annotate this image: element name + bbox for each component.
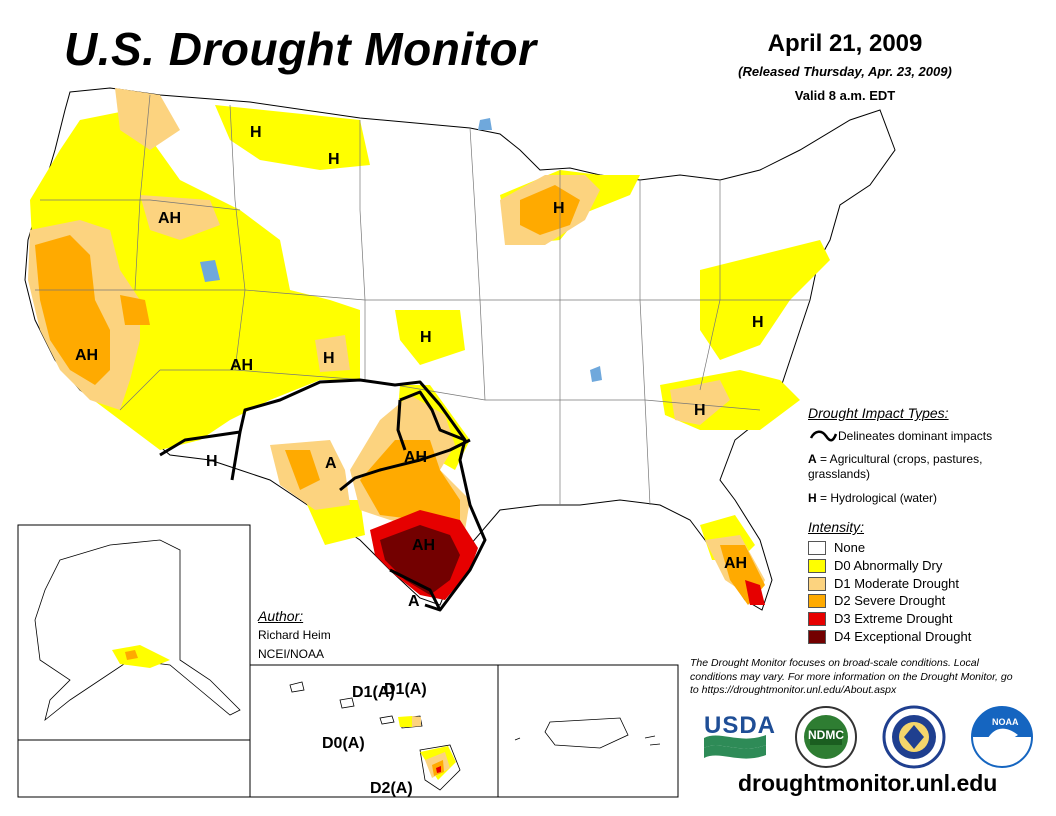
intensity-swatch-4 [808,612,826,627]
lakes [200,118,602,382]
label-h-kansas: H [420,329,432,346]
d4-regions [380,525,460,595]
label-h-montana-2: H [328,151,340,168]
hydrological-legend: H = Hydrological (water) [808,491,938,505]
usda-logo [704,735,766,759]
alaska-d0 [112,645,170,668]
ndmc-logo-text: NDMC [808,728,844,742]
author-org: NCEI/NOAA [258,647,325,661]
impact-delineation-lines [159,378,487,612]
intensity-swatch-0 [808,541,826,555]
label-ah-oklahoma: AH [404,449,427,466]
label-hawaii-d2a: D2(A) [370,780,413,797]
label-ah-arizona: AH [230,357,253,374]
label-ah-california: AH [75,347,98,364]
author-heading: Author: [258,608,304,624]
label-a-west-texas: A [325,455,337,472]
info-note: The Drought Monitor focuses on broad-sca… [690,657,1013,696]
label-a-texas-tip: A [408,593,420,610]
footer-url[interactable]: droughtmonitor.unl.edu [738,770,998,796]
usda-logo-text: USDA [704,712,777,739]
commerce-seal-icon [882,705,946,769]
release-date: (Released Thursday, Apr. 23, 2009) [738,64,952,79]
label-h-wisconsin: H [553,200,565,217]
ndmc-logo [795,706,857,768]
label-h-new-mexico: H [206,453,218,470]
intensity-swatch-5 [808,630,826,644]
page-title: U.S. Drought Monitor [64,23,537,75]
valid-time: Valid 8 a.m. EDT [794,88,896,103]
label-h-colorado: H [323,350,335,367]
intensity-label-2: D1 Moderate Drought [834,575,960,591]
intensity-swatch-3 [808,594,826,609]
impact-types-heading: Drought Impact Types: [808,405,949,421]
puerto-rico-shape [544,717,629,749]
delineation-sample-line [809,430,838,442]
label-ah-florida: AH [724,555,747,572]
intensity-swatch-1 [808,558,826,573]
agricultural-legend: A = Agricultural (crops, pastures, grass… [808,452,983,481]
noaa-logo [971,706,1033,768]
noaa-logo-text: NOAA [992,717,1019,727]
delineates-label: Delineates dominant impacts [838,429,993,443]
author-name: Richard Heim [258,628,331,642]
intensity-label-4: D3 Extreme Drought [834,611,953,627]
intensity-label-0: None [834,540,866,555]
label-h-montana-1: H [250,124,262,141]
intensity-swatch-2 [808,576,826,591]
label-h-carolinas: H [694,402,706,419]
label-hawaii-d1a-2: D1(A) [384,681,427,698]
label-hawaii-d1a-1: D1(A) [352,684,395,701]
label-h-maryland: H [752,314,764,331]
label-hawaii-d0a: D0(A) [322,735,365,752]
intensity-label-5: D4 Exceptional Drought [834,629,972,644]
intensity-label-3: D2 Severe Drought [834,593,946,609]
label-ah-south-texas: AH [412,537,435,554]
intensity-label-1: D0 Abnormally Dry [834,557,943,573]
intensity-heading: Intensity: [808,519,865,535]
label-ah-idaho: AH [158,210,181,227]
map-date: April 21, 2009 [767,30,923,57]
